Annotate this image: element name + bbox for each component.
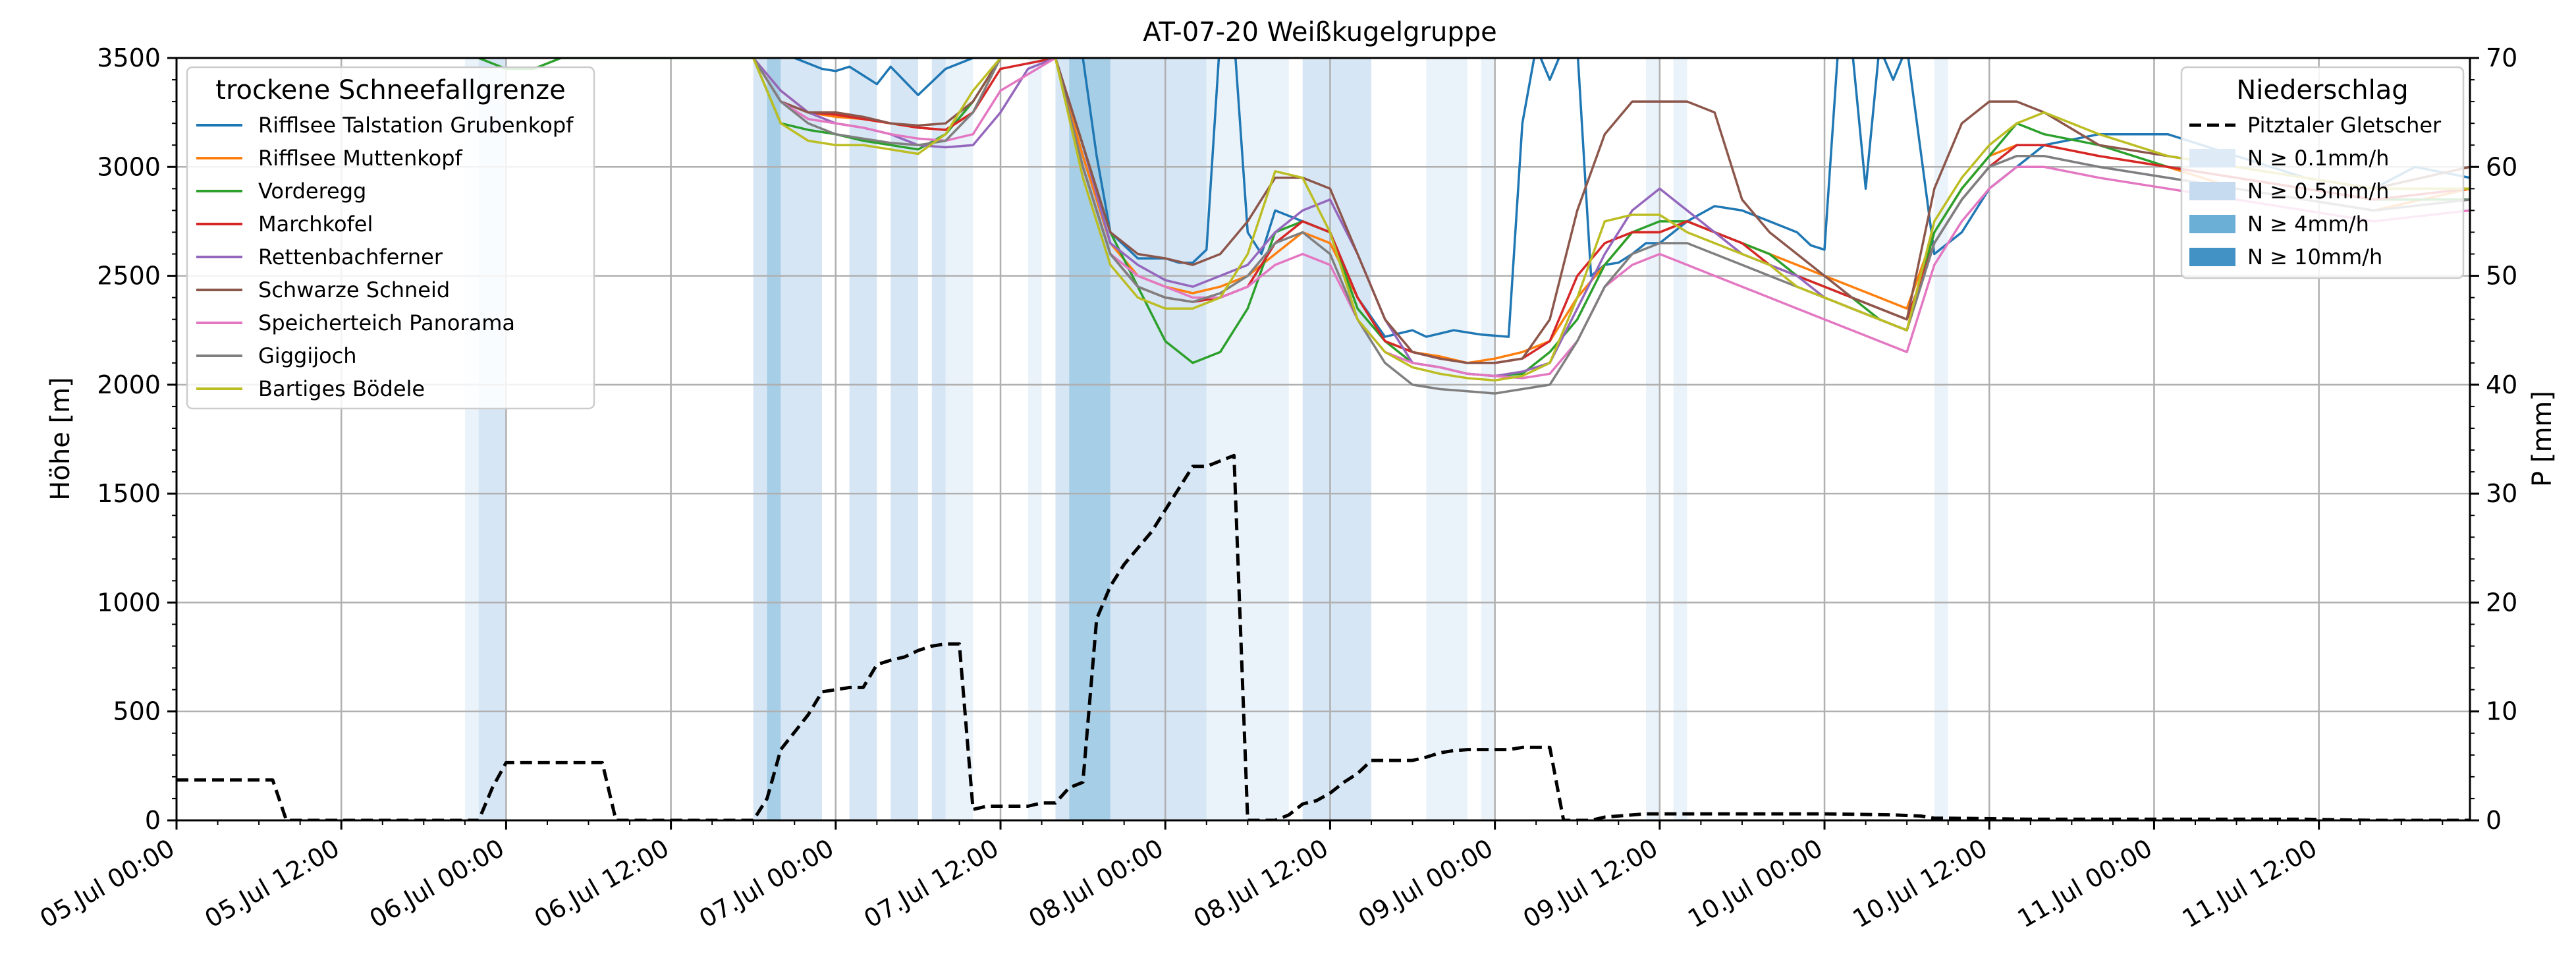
series-lines [478, 58, 2470, 395]
legend-label: Marchkofel [258, 212, 373, 237]
y-right-tick-label: 30 [2486, 479, 2517, 508]
precip-band [1426, 58, 1467, 820]
x-tick-label: 05.Jul 12:00 [200, 834, 344, 934]
precip-band [1110, 58, 1207, 820]
y-right-tick-label: 10 [2486, 697, 2517, 726]
plot-frame [175, 57, 2471, 822]
legend-title: trockene Schneefallgrenze [215, 75, 565, 105]
y-right-tick-label: 0 [2486, 806, 2502, 835]
x-tick-label: 06.Jul 00:00 [365, 834, 509, 934]
legend-label: Rettenbachferner [258, 244, 443, 269]
precip-band [1206, 58, 1289, 820]
x-tick-label: 09.Jul 12:00 [1518, 834, 1662, 934]
precip-band [781, 58, 822, 820]
legend-swatch [2189, 215, 2235, 233]
y-right-tick-label: 50 [2486, 262, 2517, 291]
precip-band [1028, 58, 1042, 820]
precip-line-group [177, 453, 2470, 820]
x-tick-label: 09.Jul 00:00 [1354, 834, 1498, 934]
legend-label: N ≥ 0.5mm/h [2247, 179, 2389, 204]
legend-label: Vorderegg [258, 179, 366, 204]
y-tick-label: 2000 [97, 370, 161, 399]
series-line [794, 58, 2470, 338]
precip-line [177, 453, 2470, 820]
y-tick-label: 2500 [97, 262, 161, 291]
y-axis-right-label: P [mm] [2527, 391, 2558, 487]
legend-label: Bartiges Bödele [258, 376, 425, 401]
y-right-tick-label: 20 [2486, 588, 2517, 617]
x-tick-label: 05.Jul 00:00 [35, 834, 179, 934]
x-tick-label: 11.Jul 12:00 [2178, 834, 2322, 934]
precip-band [1481, 58, 1495, 820]
y-tick-label: 500 [113, 697, 161, 726]
precip-band [891, 58, 918, 820]
x-tick-label: 11.Jul 00:00 [2013, 834, 2157, 934]
legend-snowline: trockene Schneefallgrenze Rifflsee Talsta… [186, 66, 595, 410]
legend-box [186, 66, 595, 410]
series-line [752, 58, 2470, 364]
x-tick-label: 08.Jul 12:00 [1189, 834, 1333, 934]
precip-band [931, 58, 946, 820]
legend-label: Schwarze Schneid [258, 277, 450, 302]
x-tick-label: 10.Jul 12:00 [1848, 834, 1992, 934]
x-tick-label: 08.Jul 00:00 [1024, 834, 1168, 934]
x-tick-label: 07.Jul 00:00 [694, 834, 838, 934]
legend-label: Giggijoch [258, 343, 357, 368]
precip-band [945, 58, 973, 820]
legend-swatch [2189, 149, 2235, 167]
y-tick-label: 0 [145, 806, 161, 835]
chart-title: AT-07-20 Weißkugelgruppe [1143, 17, 1497, 47]
y-tick-label: 1000 [97, 588, 161, 617]
legend-box [2180, 66, 2465, 279]
legend-swatch [2189, 248, 2235, 266]
precip-band [1673, 58, 1687, 820]
precip-band [1055, 58, 1070, 820]
precip-band [753, 58, 767, 820]
y-tick-label: 3000 [97, 152, 161, 181]
precip-band [1645, 58, 1660, 820]
y-right-tick-label: 60 [2486, 152, 2517, 181]
x-tick-label: 07.Jul 12:00 [859, 834, 1003, 934]
precip-band [849, 58, 877, 820]
legend-label: N ≥ 0.1mm/h [2247, 146, 2389, 171]
legend-label: Speicherteich Panorama [258, 310, 515, 335]
series-line [752, 58, 2470, 382]
legend-precip: Niederschlag Pitztaler Gletscher N ≥ 0.1mm… [2180, 66, 2465, 279]
legend-label: N ≥ 10mm/h [2247, 244, 2382, 269]
legend-title: Niederschlag [2236, 75, 2408, 105]
legend-label: N ≥ 4mm/h [2247, 212, 2369, 237]
x-tick-label: 10.Jul 00:00 [1683, 834, 1827, 934]
y-axis-label: Höhe [m] [45, 377, 76, 500]
precip-band [1302, 58, 1371, 820]
y-right-tick-label: 70 [2486, 43, 2517, 72]
y-tick-label: 1500 [97, 479, 161, 508]
series-line [752, 58, 2470, 395]
legend-label: Rifflsee Talstation Grubenkopf [258, 113, 574, 138]
precip-bands [464, 58, 1948, 820]
legend-label: Rifflsee Muttenkopf [258, 146, 463, 171]
y-right-tick-label: 40 [2486, 370, 2517, 399]
y-tick-label: 3500 [97, 43, 161, 72]
legend-label: Pitztaler Gletscher [2247, 113, 2442, 138]
series-line [752, 58, 2470, 380]
x-tick-label: 06.Jul 12:00 [530, 834, 674, 934]
legend-swatch [2189, 182, 2235, 200]
precip-band [767, 58, 781, 820]
